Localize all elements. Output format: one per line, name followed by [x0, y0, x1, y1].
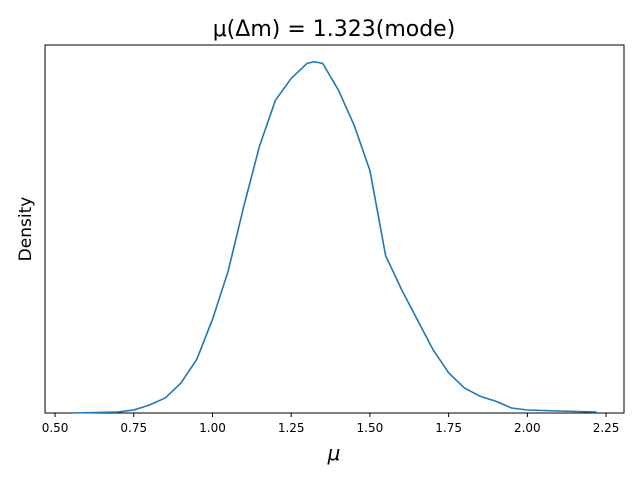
y-axis-label: Density — [16, 197, 36, 262]
x-tick-label: 1.25 — [278, 421, 305, 435]
x-tick-label: 0.50 — [42, 421, 69, 435]
chart-title: μ(Δm) = 1.323(mode) — [213, 17, 456, 42]
x-tick-label: 2.00 — [514, 421, 541, 435]
density-line — [70, 60, 597, 414]
x-tick-label: 1.00 — [199, 421, 226, 435]
x-axis-label: μ — [327, 441, 341, 465]
axes-frame — [44, 44, 625, 414]
x-tick-label: 1.50 — [357, 421, 384, 435]
x-tick-label: 1.75 — [435, 421, 462, 435]
x-tick-label: 0.75 — [120, 421, 147, 435]
x-tick-label: 2.25 — [593, 421, 620, 435]
